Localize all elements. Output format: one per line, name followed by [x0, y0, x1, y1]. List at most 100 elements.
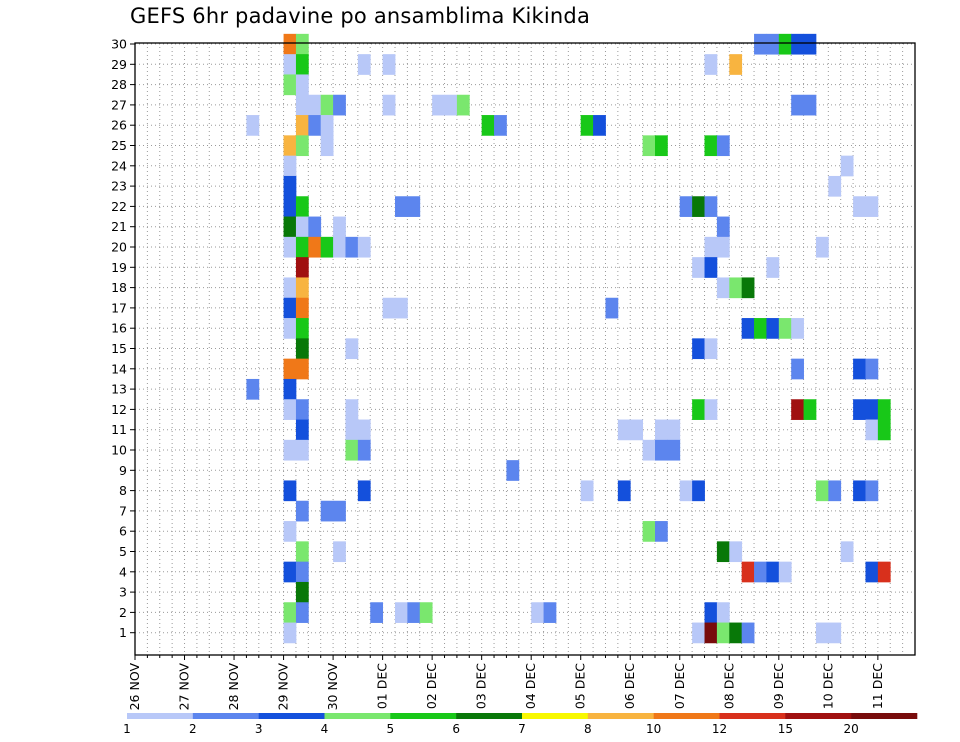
- x-tick-label: 11 DEC: [870, 663, 885, 709]
- heatmap-cell: [357, 54, 371, 75]
- y-tick-label: 21: [111, 219, 127, 234]
- heatmap-cell: [791, 399, 804, 420]
- heatmap-cell: [283, 480, 297, 502]
- heatmap-cell: [815, 480, 829, 502]
- heatmap-cell: [630, 419, 644, 441]
- heatmap-cell: [729, 277, 743, 299]
- heatmap-cell: [865, 561, 879, 583]
- heatmap-cell: [320, 236, 334, 258]
- heatmap-cell: [853, 399, 866, 420]
- heatmap-cell: [283, 216, 297, 238]
- x-tick-label: 30 NOV: [325, 663, 340, 711]
- heatmap-cell: [283, 602, 297, 623]
- heatmap-cell: [791, 358, 804, 380]
- heatmap-cell: [295, 602, 309, 623]
- y-tick-label: 26: [111, 118, 127, 133]
- heatmap-cell: [531, 602, 544, 623]
- heatmap-cell: [382, 94, 396, 116]
- heatmap-cell: [407, 196, 421, 217]
- x-tick-label: 04 DEC: [523, 663, 538, 709]
- heatmap-cell: [877, 419, 891, 441]
- y-tick-label: 14: [111, 361, 127, 376]
- y-tick-label: 12: [111, 402, 127, 417]
- heatmap-cell: [295, 196, 309, 217]
- legend-swatch: [258, 713, 325, 719]
- heatmap-cell: [295, 94, 309, 116]
- x-tick-label: 05 DEC: [573, 663, 588, 709]
- y-tick-label: 23: [111, 179, 127, 194]
- heatmap-cell: [308, 94, 322, 116]
- heatmap-cells: [246, 33, 891, 644]
- heatmap-cell: [704, 54, 718, 75]
- heatmap-cell: [729, 54, 743, 75]
- heatmap-cell: [605, 297, 619, 319]
- legend-swatch: [719, 713, 786, 719]
- heatmap-cell: [382, 54, 396, 75]
- heatmap-cell: [667, 419, 681, 441]
- heatmap-cell: [692, 338, 705, 360]
- y-tick-label: 5: [119, 544, 127, 559]
- heatmap-cell: [580, 480, 594, 502]
- heatmap-cell: [295, 581, 309, 603]
- heatmap-cell: [357, 439, 371, 461]
- y-tick-label: 30: [111, 37, 127, 52]
- color-legend: 1 2 3 4 5 6 7 8 10 12 15 20: [123, 713, 918, 736]
- legend-label: 20: [844, 722, 859, 736]
- heatmap-cell: [655, 135, 668, 157]
- heatmap-cell: [741, 561, 755, 583]
- heatmap-cell: [716, 541, 730, 563]
- legend-swatch: [587, 713, 654, 719]
- heatmap-cell: [407, 602, 421, 623]
- y-tick-label: 4: [119, 564, 127, 579]
- heatmap-cell: [295, 115, 309, 136]
- heatmap-cell: [320, 135, 334, 157]
- y-tick-label: 9: [119, 463, 127, 478]
- y-tick-label: 29: [111, 57, 127, 72]
- x-tick-label: 29 NOV: [276, 663, 291, 711]
- x-tick-label: 26 NOV: [127, 663, 142, 711]
- heatmap-cell: [642, 521, 656, 542]
- heatmap-cell: [704, 338, 718, 360]
- heatmap-cell: [865, 358, 879, 380]
- heatmap-cell: [741, 318, 755, 339]
- heatmap-cell: [704, 236, 718, 258]
- x-tick-label: 06 DEC: [622, 663, 637, 709]
- heatmap-cell: [642, 439, 656, 461]
- heatmap-cell: [766, 561, 780, 583]
- legend-label: 6: [452, 722, 460, 736]
- heatmap-cell: [395, 297, 408, 319]
- heatmap-cell: [333, 216, 346, 238]
- y-tick-label: 19: [111, 260, 127, 275]
- heatmap-cell: [295, 439, 309, 461]
- legend-swatch: [785, 713, 852, 719]
- heatmap-cell: [716, 135, 730, 157]
- y-tick-label: 3: [119, 585, 127, 600]
- heatmap-cell: [667, 439, 681, 461]
- heatmap-cell: [716, 236, 730, 258]
- heatmap-cell: [692, 196, 705, 217]
- y-tick-label: 20: [111, 240, 127, 255]
- chart-title: GEFS 6hr padavine po ansamblima Kikinda: [130, 4, 591, 28]
- heatmap-cell: [283, 135, 297, 157]
- heatmap-cell: [766, 318, 780, 339]
- y-tick-label: 27: [111, 97, 127, 112]
- heatmap-cell: [333, 541, 346, 563]
- legend-label: 2: [189, 722, 197, 736]
- heatmap-cell: [308, 236, 322, 258]
- legend-swatch: [390, 713, 457, 719]
- heatmap-cell: [617, 419, 631, 441]
- heatmap-cell: [295, 277, 309, 299]
- heatmap-cell: [692, 399, 705, 420]
- heatmap-cell: [778, 318, 792, 339]
- heatmap-cell: [506, 460, 520, 481]
- legend-swatch: [522, 713, 589, 719]
- heatmap-cell: [704, 135, 718, 157]
- x-tick-label: 08 DEC: [721, 663, 736, 709]
- heatmap-cell: [716, 277, 730, 299]
- heatmap-cell: [803, 33, 817, 55]
- heatmap-cell: [357, 236, 371, 258]
- heatmap-cell: [283, 277, 297, 299]
- y-tick-label: 16: [111, 321, 127, 336]
- heatmap-cell: [543, 602, 557, 623]
